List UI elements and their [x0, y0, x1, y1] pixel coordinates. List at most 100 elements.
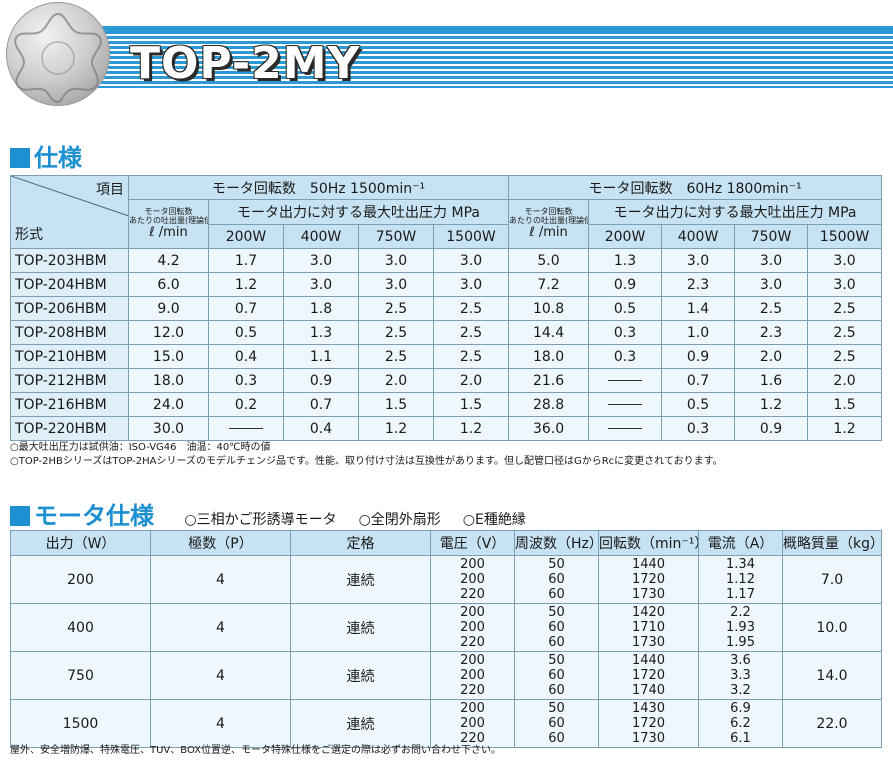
flow-50-cell: 18.0 — [128, 368, 209, 393]
poles-cell: 4 — [150, 651, 291, 700]
model-cell: TOP-216HBM — [10, 392, 129, 417]
mass-cell: 10.0 — [782, 603, 882, 652]
rpm-cell-value: 1730 — [631, 635, 666, 650]
table-row: 1500 4 連続 200 200 220 50 60 60 1430 1720 1730 6.9 6.2… — [10, 699, 882, 748]
voltage-cell-value: 200 — [460, 716, 485, 731]
flow-50-label-1: モータ回転数 — [144, 207, 193, 216]
pressure-50-cell: 0.7 — [283, 392, 359, 417]
rpm-cell-value: 1440 — [631, 557, 666, 572]
motor-col-mass: 概略質量（kg） — [782, 530, 882, 556]
pressure-50-cell — [208, 416, 284, 441]
pressure-60-cell: 0.9 — [734, 416, 809, 441]
rpm-cell-value: 1730 — [631, 731, 666, 746]
output-cell: 200 — [10, 555, 151, 604]
dash-line-icon — [608, 380, 643, 381]
pressure-50-cell: 1.2 — [358, 416, 434, 441]
voltage-cell: 200 200 220 — [430, 699, 515, 748]
flow-60-cell: 14.4 — [508, 320, 590, 345]
spec-note-2: ○TOP-2HBシリーズはTOP-2HAシリーズのモデルチェンジ品です。性能、取… — [10, 456, 723, 467]
voltage-cell-value: 200 — [460, 653, 485, 668]
poles-cell: 4 — [150, 555, 291, 604]
pressure-50-cell: 0.2 — [208, 392, 284, 417]
rpm-cell: 1440 1720 1730 — [598, 555, 699, 604]
frequency-cell-value: 60 — [548, 668, 565, 683]
pressure-60-cell: 2.5 — [807, 296, 883, 321]
pressure-60-cell: 0.5 — [588, 296, 663, 321]
spec-note-1: ○最大吐出圧力は試供油：ISO-VG46 油温：40℃時の値 — [10, 442, 271, 453]
flow-50-cell: 30.0 — [128, 416, 209, 441]
rpm-cell: 1440 1720 1740 — [598, 651, 699, 700]
table-row: 400 4 連続 200 200 220 50 60 60 1420 1710 1730 2.2 1.93… — [10, 603, 882, 652]
power-60-750: 750W — [734, 224, 809, 249]
pressure-50-cell: 2.5 — [432, 344, 510, 369]
motor-table-body: 200 4 連続 200 200 220 50 60 60 1440 1720 1730 1.34 1.1… — [10, 555, 882, 748]
pressure-60-cell: 2.0 — [807, 368, 883, 393]
motor-heading: モータ仕様 ○三相かご形誘導モータ ○全閉外扇形 ○E種絶縁 — [10, 502, 548, 534]
motor-sub-3: ○E種絶縁 — [462, 512, 526, 528]
current-cell-value: 1.95 — [726, 635, 755, 650]
rpm-cell: 1420 1710 1730 — [598, 603, 699, 652]
pressure-50-cell: 2.5 — [432, 296, 510, 321]
flow-50-cell: 9.0 — [128, 296, 209, 321]
current-cell: 1.34 1.12 1.17 — [698, 555, 783, 604]
corner-header-cell: 項目 形式 — [10, 175, 129, 249]
pressure-50-cell: 2.5 — [358, 320, 434, 345]
frequency-cell: 50 60 60 — [514, 651, 599, 700]
output-cell: 750 — [10, 651, 151, 700]
pressure-60-cell: 2.3 — [661, 272, 736, 297]
pressure-60-cell: 0.3 — [588, 320, 663, 345]
motor-sub-2: ○全閉外扇形 — [358, 512, 441, 528]
model-cell: TOP-210HBM — [10, 344, 129, 369]
flow-50-unit: ℓ /min — [149, 225, 188, 240]
motor-col-frequency: 周波数（Hz） — [514, 530, 599, 556]
motor-col-poles: 極数（P） — [150, 530, 291, 556]
voltage-cell-value: 220 — [460, 731, 485, 746]
table-row: TOP-203HBM 4.2 1.7 3.0 3.0 3.0 5.0 1.3 3.0 3.0 3.0 — [10, 248, 883, 273]
table-row: 750 4 連続 200 200 220 50 60 60 1440 1720 1740 3.6 3.3 3… — [10, 651, 882, 700]
rating-cell: 連続 — [290, 555, 431, 604]
rating-cell: 連続 — [290, 603, 431, 652]
pressure-60-cell: 1.5 — [807, 392, 883, 417]
spec-table: 項目 形式 モータ回転数 50Hz 1500min⁻¹ モータ回転数 60Hz … — [10, 175, 883, 441]
pressure-60-cell: 2.0 — [734, 344, 809, 369]
flow-50-cell: 4.2 — [128, 248, 209, 273]
group-60hz-header: モータ回転数 60Hz 1800min⁻¹ — [508, 175, 883, 200]
rpm-cell-value: 1710 — [631, 620, 666, 635]
model-label: 形式 — [15, 227, 43, 243]
rating-cell: 連続 — [290, 699, 431, 748]
power-50-750: 750W — [358, 224, 434, 249]
pressure-60-cell — [588, 368, 663, 393]
voltage-cell-value: 220 — [460, 587, 485, 602]
motor-subtitles: ○三相かご形誘導モータ ○全閉外扇形 ○E種絶縁 — [184, 512, 548, 528]
current-cell: 6.9 6.2 6.1 — [698, 699, 783, 748]
table-row: TOP-216HBM 24.0 0.2 0.7 1.5 1.5 28.8 0.5 1.2 1.5 — [10, 392, 883, 417]
frequency-cell: 50 60 60 — [514, 699, 599, 748]
header-stripes — [70, 26, 893, 88]
pressure-60-cell: 3.0 — [807, 248, 883, 273]
dash-line-icon — [608, 404, 643, 405]
voltage-cell-value: 200 — [460, 557, 485, 572]
motor-col-rating: 定格 — [290, 530, 431, 556]
pressure-60-cell: 0.9 — [588, 272, 663, 297]
rating-cell: 連続 — [290, 651, 431, 700]
poles-cell: 4 — [150, 603, 291, 652]
motor-col-rpm: 回転数（min⁻¹） — [598, 530, 699, 556]
output-cell: 400 — [10, 603, 151, 652]
spec-table-body: TOP-203HBM 4.2 1.7 3.0 3.0 3.0 5.0 1.3 3.0 3.0 3.0… — [10, 248, 883, 441]
model-cell: TOP-203HBM — [10, 248, 129, 273]
dash-line-icon — [608, 428, 643, 429]
rpm-cell-value: 1740 — [631, 683, 666, 698]
square-bullet-icon — [10, 148, 30, 168]
flow-50-cell: 24.0 — [128, 392, 209, 417]
flow-60-label-2: あたりの吐出量(理論値) — [509, 216, 589, 225]
pressure-50-cell: 0.5 — [208, 320, 284, 345]
pressure-60-cell — [588, 392, 663, 417]
pressure-50-cell: 3.0 — [358, 248, 434, 273]
pressure-50-cell: 2.5 — [358, 296, 434, 321]
pressure-50-cell: 2.5 — [358, 344, 434, 369]
flow-60-cell: 36.0 — [508, 416, 590, 441]
voltage-cell-value: 200 — [460, 572, 485, 587]
pressure-60-cell — [588, 416, 663, 441]
motor-col-voltage: 電圧（V） — [430, 530, 515, 556]
current-cell-value: 3.6 — [730, 653, 751, 668]
